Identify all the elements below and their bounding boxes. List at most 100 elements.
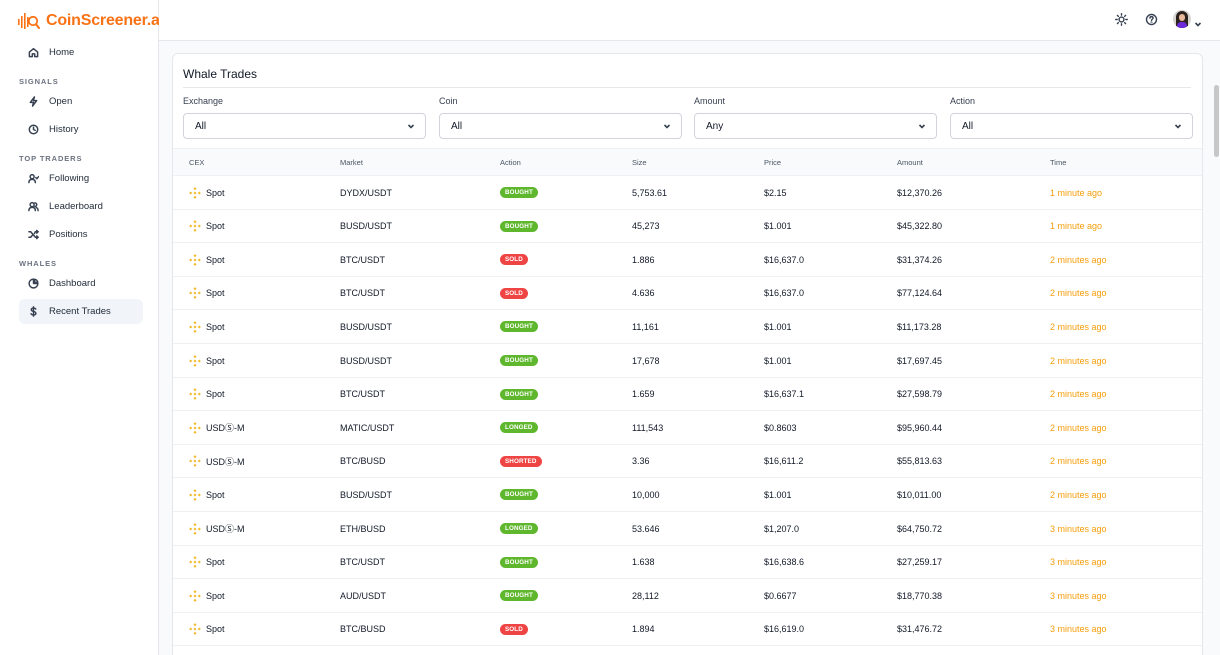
market-cell[interactable]: DYDX/USDT — [340, 187, 393, 198]
market-cell[interactable]: BTC/USDT — [340, 288, 385, 299]
cex-type: Spot — [206, 590, 225, 601]
coin-select[interactable]: All — [439, 113, 682, 139]
price-cell: $1,207.0 — [764, 523, 800, 534]
action-badge: BOUGHT — [500, 590, 538, 602]
table-row[interactable]: Spot AUD/USDT BOUGHT 28,112 $0.6677 $18,770.3… — [173, 579, 1202, 613]
sidebar-item-open[interactable]: Open — [19, 89, 143, 114]
action-badge: BOUGHT — [500, 489, 538, 501]
cex-cell: Spot — [189, 478, 225, 511]
table-row[interactable]: USDⓈ-M ETH/BUSD LONGED 53.646 $1,207.0 $64,75… — [173, 512, 1202, 546]
filter-action: Action All — [950, 95, 1193, 139]
binance-icon — [189, 623, 201, 636]
avatar[interactable] — [1173, 10, 1191, 28]
amount-cell: $12,370.26 — [897, 187, 943, 198]
top-bar-actions — [1113, 10, 1202, 28]
market-cell[interactable]: BUSD/USDT — [340, 489, 393, 500]
sidebar-item-positions[interactable]: Positions — [19, 222, 143, 247]
table-row[interactable]: Spot BUSD/USDT BOUGHT 10,000 $1.001 $10,011.0… — [173, 478, 1202, 512]
market-cell[interactable]: MATIC/USDT — [340, 422, 395, 433]
amount-select[interactable]: Any — [694, 113, 937, 139]
section-title-whales: WHALES — [19, 259, 57, 268]
filters: Exchange All Coin All Amount — [183, 95, 1193, 140]
column-header-size[interactable]: Size — [632, 158, 647, 167]
action-badge: SOLD — [500, 623, 528, 635]
action-cell: BOUGHT — [500, 478, 538, 511]
table-row[interactable]: Spot DYDX/USDT BOUGHT 5,753.61 $2.15 $12,370.… — [173, 176, 1202, 210]
column-header-market[interactable]: Market — [340, 158, 363, 167]
size-cell: 4.636 — [632, 288, 655, 299]
cex-cell: Spot — [189, 344, 225, 377]
market-cell[interactable]: BUSD/USDT — [340, 321, 393, 332]
time-cell: 2 minutes ago — [1050, 254, 1107, 265]
column-header-amount[interactable]: Amount — [897, 158, 923, 167]
size-cell: 17,678 — [632, 355, 660, 366]
table-row[interactable]: USDⓈ-M MATIC/USDT LONGED 111,543 $0.8603 $95,… — [173, 411, 1202, 445]
action-badge: BOUGHT — [500, 556, 538, 568]
cex-cell: Spot — [189, 210, 225, 243]
table-row[interactable]: USDⓈ-M BTC/BUSD SHORTED 3.36 $16,611.2 $55,81… — [173, 445, 1202, 479]
sidebar-item-following[interactable]: Following — [19, 166, 143, 191]
market-cell[interactable]: ETH/BUSD — [340, 523, 386, 534]
market-cell[interactable]: BTC/USDT — [340, 389, 385, 400]
brand-logo[interactable]: CoinScreener.ai — [18, 10, 164, 32]
table-row[interactable]: Spot BTC/USDT SOLD 1.886 $16,637.0 $31,374.26… — [173, 243, 1202, 277]
column-header-cex[interactable]: CEX — [189, 158, 205, 167]
sidebar-item-dashboard[interactable]: Dashboard — [19, 271, 143, 296]
column-header-time[interactable]: Time — [1050, 158, 1067, 167]
market-cell[interactable]: BTC/USDT — [340, 557, 385, 568]
filter-label: Action — [950, 96, 976, 106]
sidebar-item-home[interactable]: Home — [19, 40, 143, 65]
cex-type: USDⓈ-M — [206, 423, 245, 434]
table-row[interactable]: Spot BTC/BUSD SOLD 1.894 $16,619.0 $31,476.72… — [173, 613, 1202, 647]
filter-coin: Coin All — [439, 95, 682, 139]
user-menu[interactable] — [1173, 10, 1202, 28]
table-row[interactable]: Spot BTC/USDT SOLD 4.636 $16,637.0 $77,124.64… — [173, 277, 1202, 311]
size-cell: 1.886 — [632, 254, 655, 265]
scrollbar[interactable] — [1214, 85, 1219, 157]
time-cell: 2 minutes ago — [1050, 489, 1107, 500]
binance-icon — [189, 522, 201, 535]
home-icon — [28, 47, 39, 58]
market-cell[interactable]: BTC/BUSD — [340, 624, 386, 635]
action-badge: BOUGHT — [500, 220, 538, 232]
sidebar-item-label: Open — [49, 96, 73, 107]
sidebar-item-history[interactable]: History — [19, 117, 143, 142]
action-badge: BOUGHT — [500, 187, 538, 198]
sidebar: CoinScreener.ai Home SIGNALS Open Hi — [0, 0, 164, 655]
users-icon — [28, 201, 39, 212]
amount-cell: $45,322.80 — [897, 221, 943, 232]
market-cell[interactable]: BUSD/USDT — [340, 221, 393, 232]
table-row[interactable]: Spot BTC/USDT BOUGHT 1.638 $16,638.6 $27,259.… — [173, 546, 1202, 580]
price-cell: $16,637.0 — [764, 254, 805, 265]
market-cell[interactable]: AUD/USDT — [340, 590, 387, 601]
action-cell: SOLD — [500, 243, 528, 276]
time-cell: 3 minutes ago — [1050, 557, 1107, 568]
market-cell[interactable]: BTC/BUSD — [340, 456, 386, 467]
exchange-select[interactable]: All — [183, 113, 426, 139]
column-header-action[interactable]: Action — [500, 158, 521, 167]
price-cell: $16,637.0 — [764, 288, 805, 299]
sidebar-item-leaderboard[interactable]: Leaderboard — [19, 194, 143, 219]
column-header-price[interactable]: Price — [764, 158, 782, 167]
amount-cell: $95,960.44 — [897, 422, 943, 433]
action-select[interactable]: All — [950, 113, 1193, 139]
price-cell: $0.8603 — [764, 422, 797, 433]
time-cell: 3 minutes ago — [1050, 590, 1107, 601]
table-row[interactable]: Spot BTC/USDT BOUGHT 1.659 $16,637.1 $27,598.… — [173, 378, 1202, 412]
binance-icon — [189, 421, 201, 434]
table-row[interactable]: Spot BUSD/USDT BOUGHT 45,273 $1.001 $45,322.8… — [173, 210, 1202, 244]
amount-cell: $17,697.45 — [897, 355, 943, 366]
size-cell: 1.659 — [632, 389, 655, 400]
market-cell[interactable]: BUSD/USDT — [340, 355, 393, 366]
table-row[interactable]: Spot BUSD/USDT BOUGHT 11,161 $1.001 $11,173.2… — [173, 310, 1202, 344]
table-row[interactable]: Spot BUSD/USDT BOUGHT 17,678 $1.001 $17,697.4… — [173, 344, 1202, 378]
sidebar-item-label: Leaderboard — [49, 201, 103, 212]
chevron-down-icon[interactable] — [1194, 15, 1202, 27]
size-cell: 28,112 — [632, 590, 659, 601]
market-cell[interactable]: BTC/USDT — [340, 254, 385, 265]
sidebar-item-label: Recent Trades — [49, 306, 111, 317]
help-icon[interactable] — [1143, 11, 1159, 27]
sun-icon[interactable] — [1113, 11, 1129, 27]
size-cell: 45,273 — [632, 221, 660, 232]
sidebar-item-recent-trades[interactable]: Recent Trades — [19, 299, 143, 324]
